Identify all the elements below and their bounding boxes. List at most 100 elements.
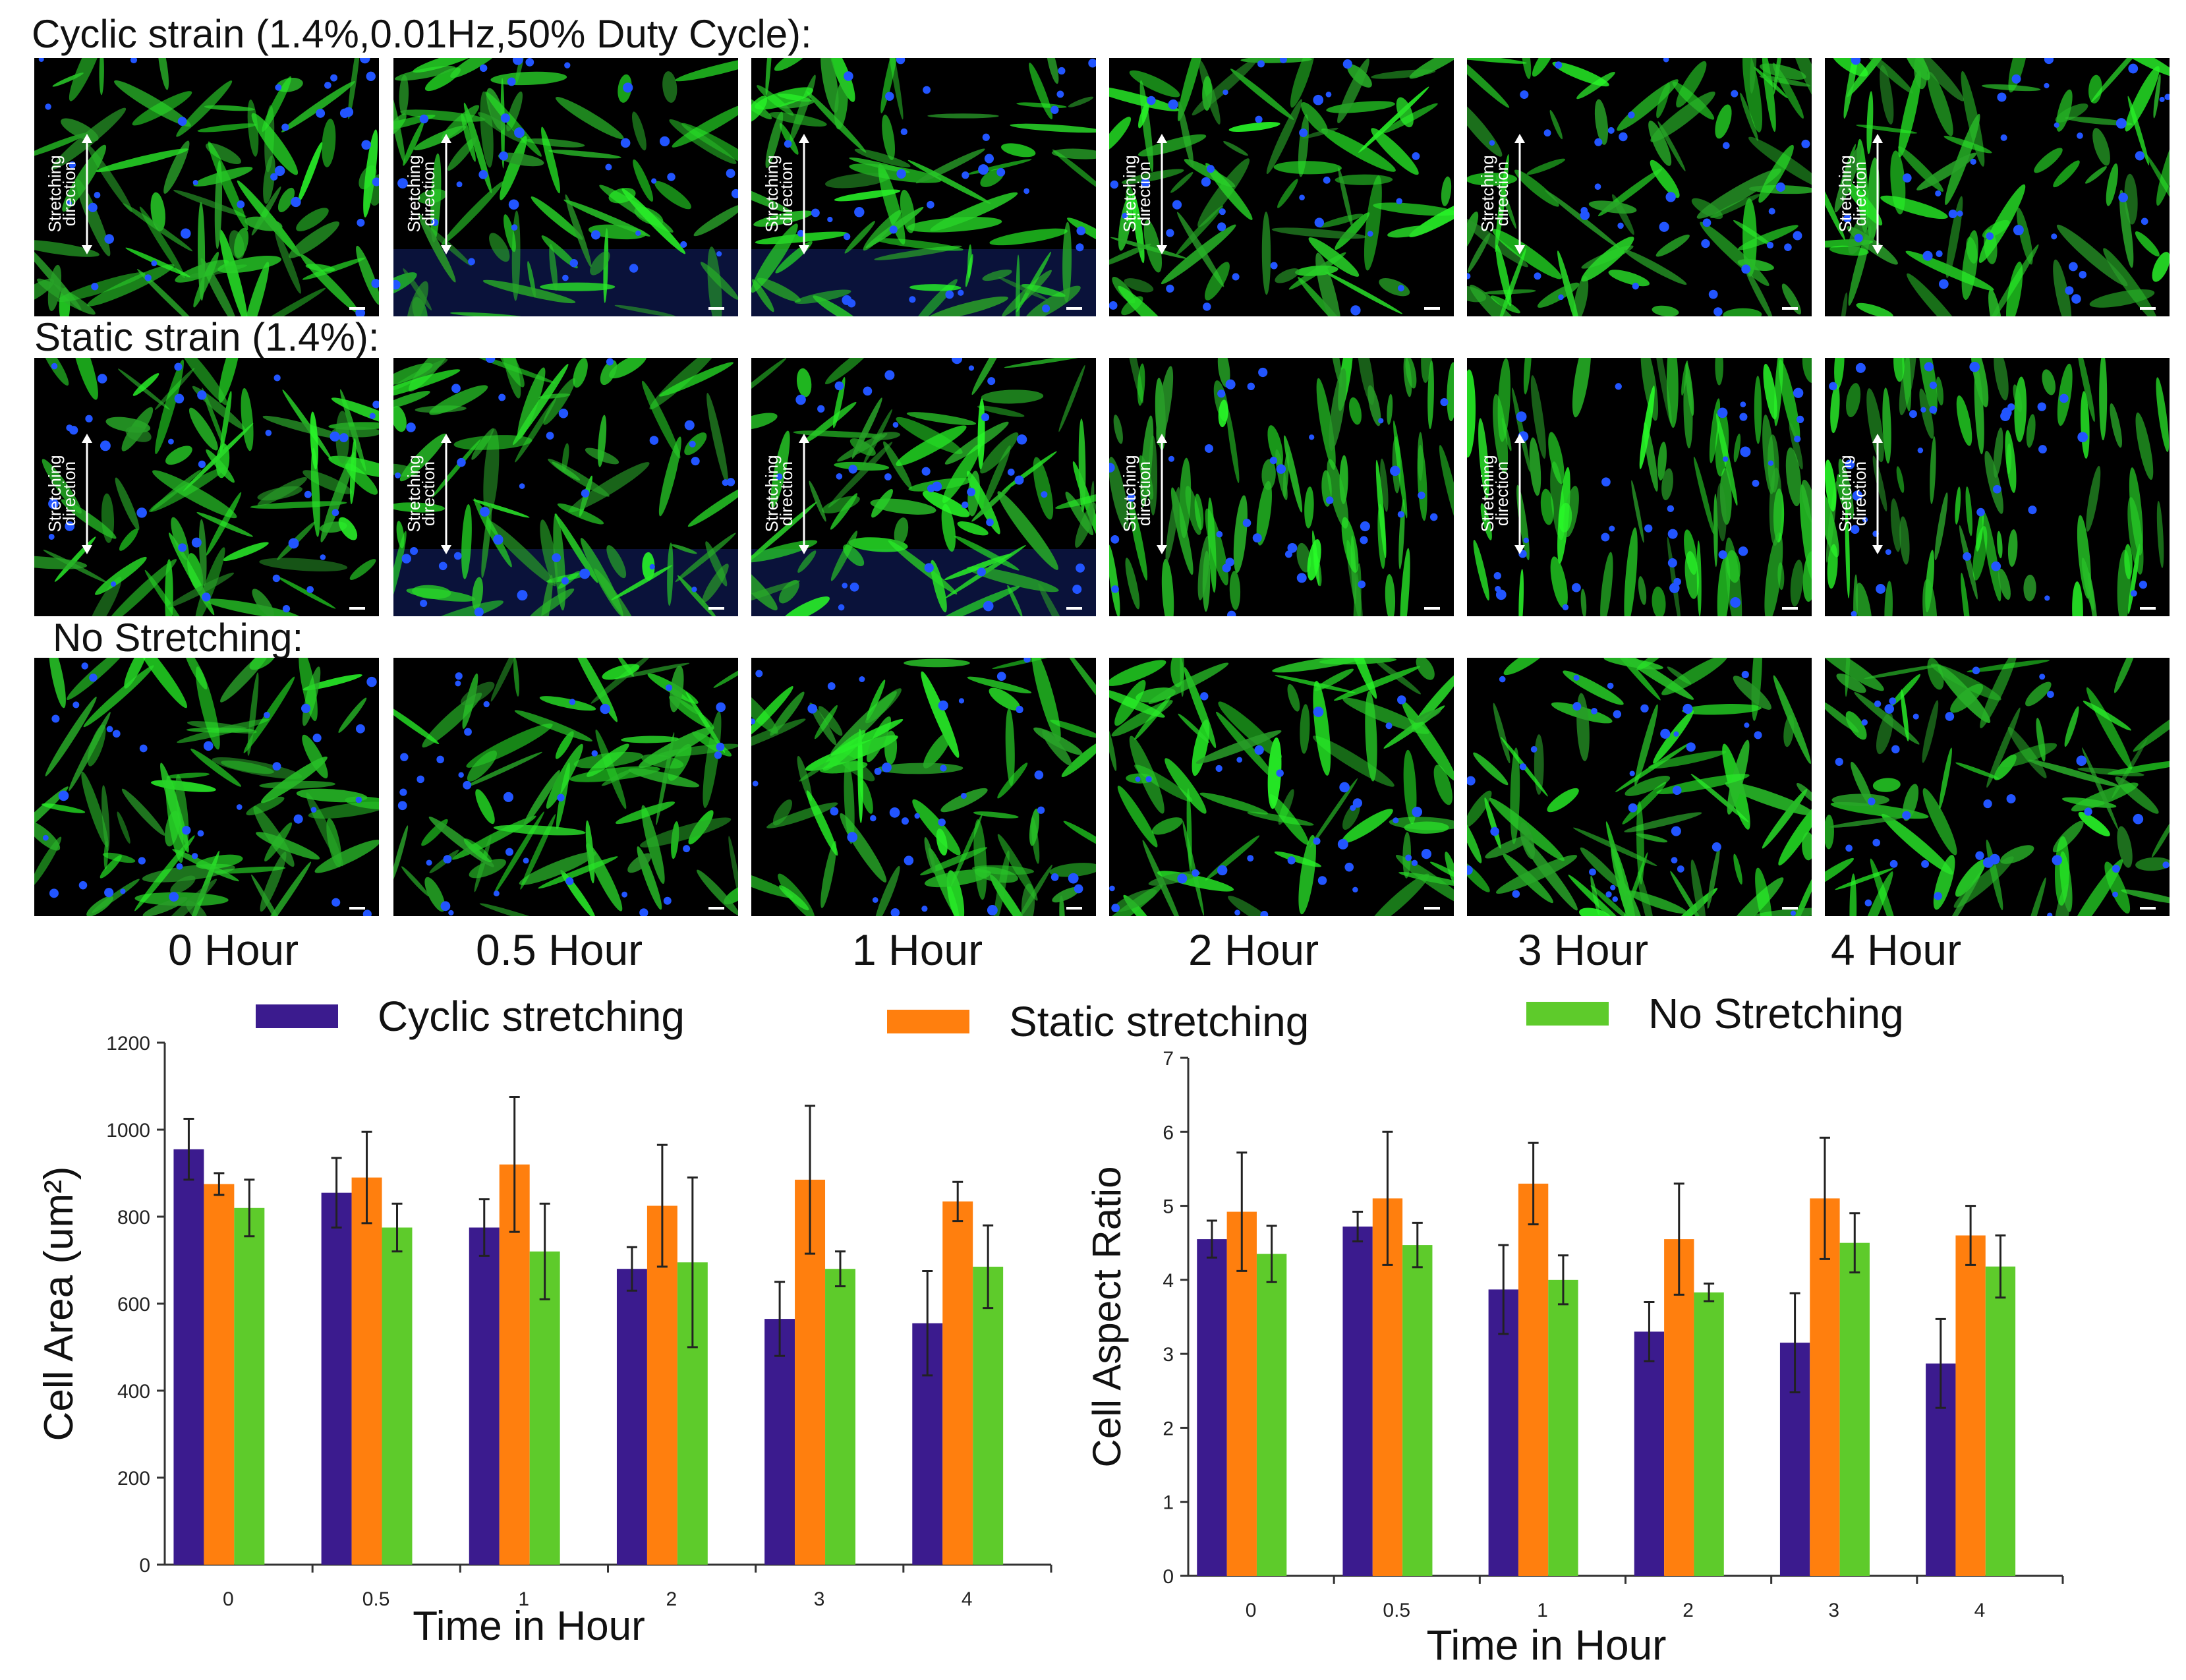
- cell: [1161, 558, 1174, 616]
- cell: [1666, 358, 1679, 428]
- nucleus: [2084, 807, 2092, 816]
- cell: [1663, 888, 1718, 916]
- cell: [1532, 58, 1555, 77]
- cell: [1744, 267, 1773, 316]
- nucleus: [2133, 813, 2144, 825]
- cell: [668, 743, 692, 781]
- cell: [493, 811, 544, 895]
- nucleus: [1313, 707, 1324, 717]
- cell: [866, 680, 886, 721]
- nucleus: [1740, 401, 1746, 407]
- cell: [1484, 797, 1501, 849]
- bar: [973, 1266, 1004, 1565]
- nucleus: [453, 552, 462, 560]
- cell: [394, 65, 455, 81]
- cell: [1789, 867, 1812, 916]
- nucleus: [2076, 755, 2087, 767]
- cell: [100, 855, 122, 879]
- cell: [1955, 859, 1986, 897]
- cell: [150, 469, 202, 511]
- cell: [256, 861, 312, 916]
- cell: [1117, 786, 1158, 848]
- cell: [2114, 658, 2137, 693]
- cell: [1024, 285, 1081, 316]
- nucleus: [1717, 407, 1728, 419]
- nucleus: [478, 170, 488, 179]
- cell: [132, 373, 159, 396]
- nucleus: [1677, 865, 1684, 873]
- cell: [1261, 459, 1276, 490]
- cell: [751, 502, 817, 565]
- cell: [1274, 851, 1321, 867]
- cell: [1433, 765, 1453, 805]
- nucleus: [1667, 558, 1677, 568]
- cell: [1113, 415, 1123, 444]
- y-tick-label: 400: [117, 1381, 150, 1403]
- cell: [751, 358, 787, 401]
- cell: [1427, 360, 1434, 430]
- cell: [1046, 58, 1059, 84]
- cell: [308, 801, 379, 819]
- cell: [671, 544, 697, 554]
- y-tick-label: 2: [1163, 1418, 1174, 1439]
- cell: [851, 397, 882, 459]
- nucleus: [1683, 703, 1693, 714]
- cell: [669, 695, 714, 730]
- nucleus: [272, 574, 281, 583]
- nucleus: [1845, 844, 1853, 852]
- nucleus: [2069, 262, 2078, 272]
- cell: [1059, 895, 1065, 916]
- cell: [217, 256, 281, 274]
- y-tick-label: 6: [1163, 1122, 1174, 1144]
- cell: [642, 380, 681, 459]
- nucleus: [889, 807, 900, 818]
- nucleus: [503, 792, 514, 802]
- cell: [1825, 158, 1845, 241]
- cell: [557, 503, 604, 525]
- nucleus: [310, 807, 317, 813]
- nucleus: [1708, 289, 1718, 299]
- nucleus: [369, 413, 376, 419]
- nucleus: [65, 521, 75, 531]
- nucleus: [410, 546, 418, 556]
- cell: [1218, 701, 1282, 759]
- cell: [941, 504, 956, 552]
- nucleus: [606, 358, 614, 366]
- nucleus: [1617, 222, 1624, 229]
- scale-bar: [349, 607, 365, 610]
- cell: [399, 74, 409, 116]
- x-tick-label: 3: [814, 1588, 825, 1610]
- nucleus: [1663, 58, 1669, 63]
- cell: [1229, 571, 1241, 610]
- cell: [863, 409, 892, 466]
- nucleus: [176, 863, 183, 870]
- cell: [486, 519, 556, 587]
- nucleus: [1135, 776, 1141, 782]
- cell: [1161, 224, 1236, 285]
- cell: [2088, 74, 2102, 104]
- cell: [571, 658, 618, 722]
- cell: [263, 155, 275, 204]
- nucleus: [1166, 229, 1174, 237]
- nucleus: [174, 393, 185, 404]
- cell: [1309, 778, 1358, 848]
- cell: [186, 727, 254, 733]
- cell: [1889, 674, 1921, 707]
- cell: [973, 811, 1019, 819]
- cell: [1661, 468, 1673, 501]
- nucleus: [2044, 58, 2054, 65]
- nucleus: [1287, 543, 1298, 553]
- cell: [1764, 532, 1783, 616]
- cell: [519, 852, 596, 885]
- nucleus: [1323, 176, 1331, 184]
- nucleus: [1378, 418, 1384, 424]
- nucleus: [440, 901, 451, 912]
- cell: [1652, 587, 1666, 616]
- bar: [1488, 1289, 1518, 1576]
- nucleus: [281, 123, 289, 131]
- nucleus: [2011, 74, 2021, 84]
- cell: [322, 119, 336, 167]
- time-label-2h: 2 Hour: [1188, 925, 1319, 974]
- cell: [1377, 504, 1386, 569]
- cell: [1266, 99, 1302, 175]
